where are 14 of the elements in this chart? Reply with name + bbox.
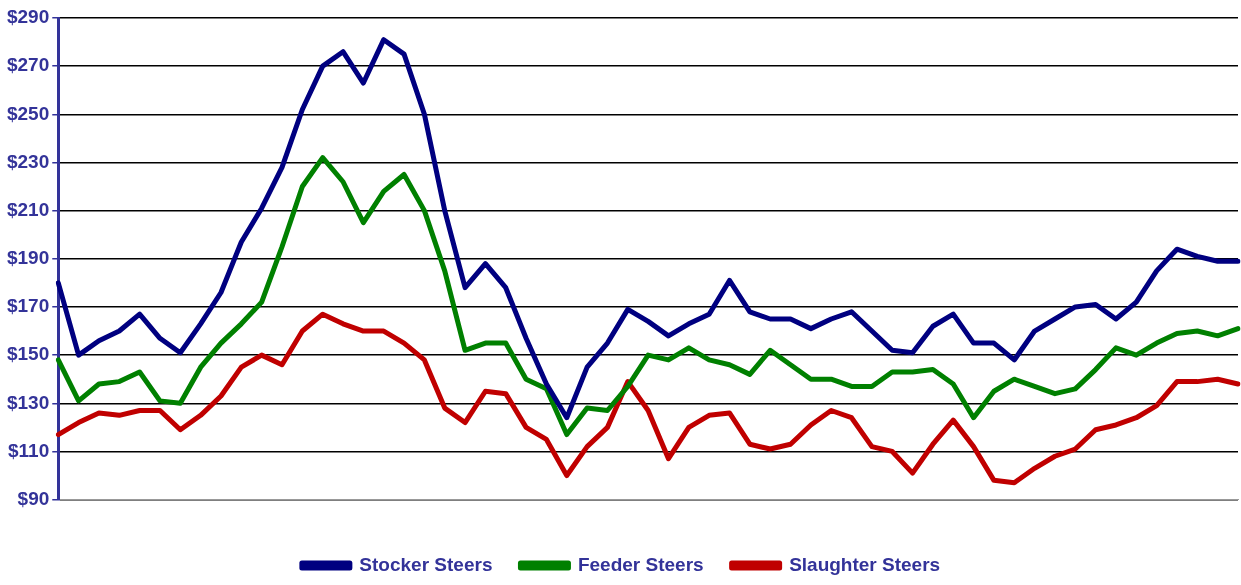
- y-tick-label: $170: [6, 295, 50, 317]
- legend-label: Stocker Steers: [359, 553, 493, 575]
- y-tick-label: $150: [6, 343, 50, 365]
- y-tick-label: $230: [6, 150, 50, 172]
- y-tick-label: $250: [6, 102, 50, 124]
- y-tick-label: $270: [6, 54, 50, 76]
- y-tick-label: $130: [6, 391, 50, 413]
- y-tick-label: $90: [17, 487, 50, 509]
- y-tick-label: $190: [6, 247, 50, 269]
- y-tick-label: $290: [6, 6, 50, 28]
- y-tick-label: $210: [6, 198, 50, 220]
- y-tick-label: $110: [8, 439, 50, 461]
- legend-label: Slaughter Steers: [789, 553, 941, 575]
- legend-label: Feeder Steers: [577, 553, 704, 575]
